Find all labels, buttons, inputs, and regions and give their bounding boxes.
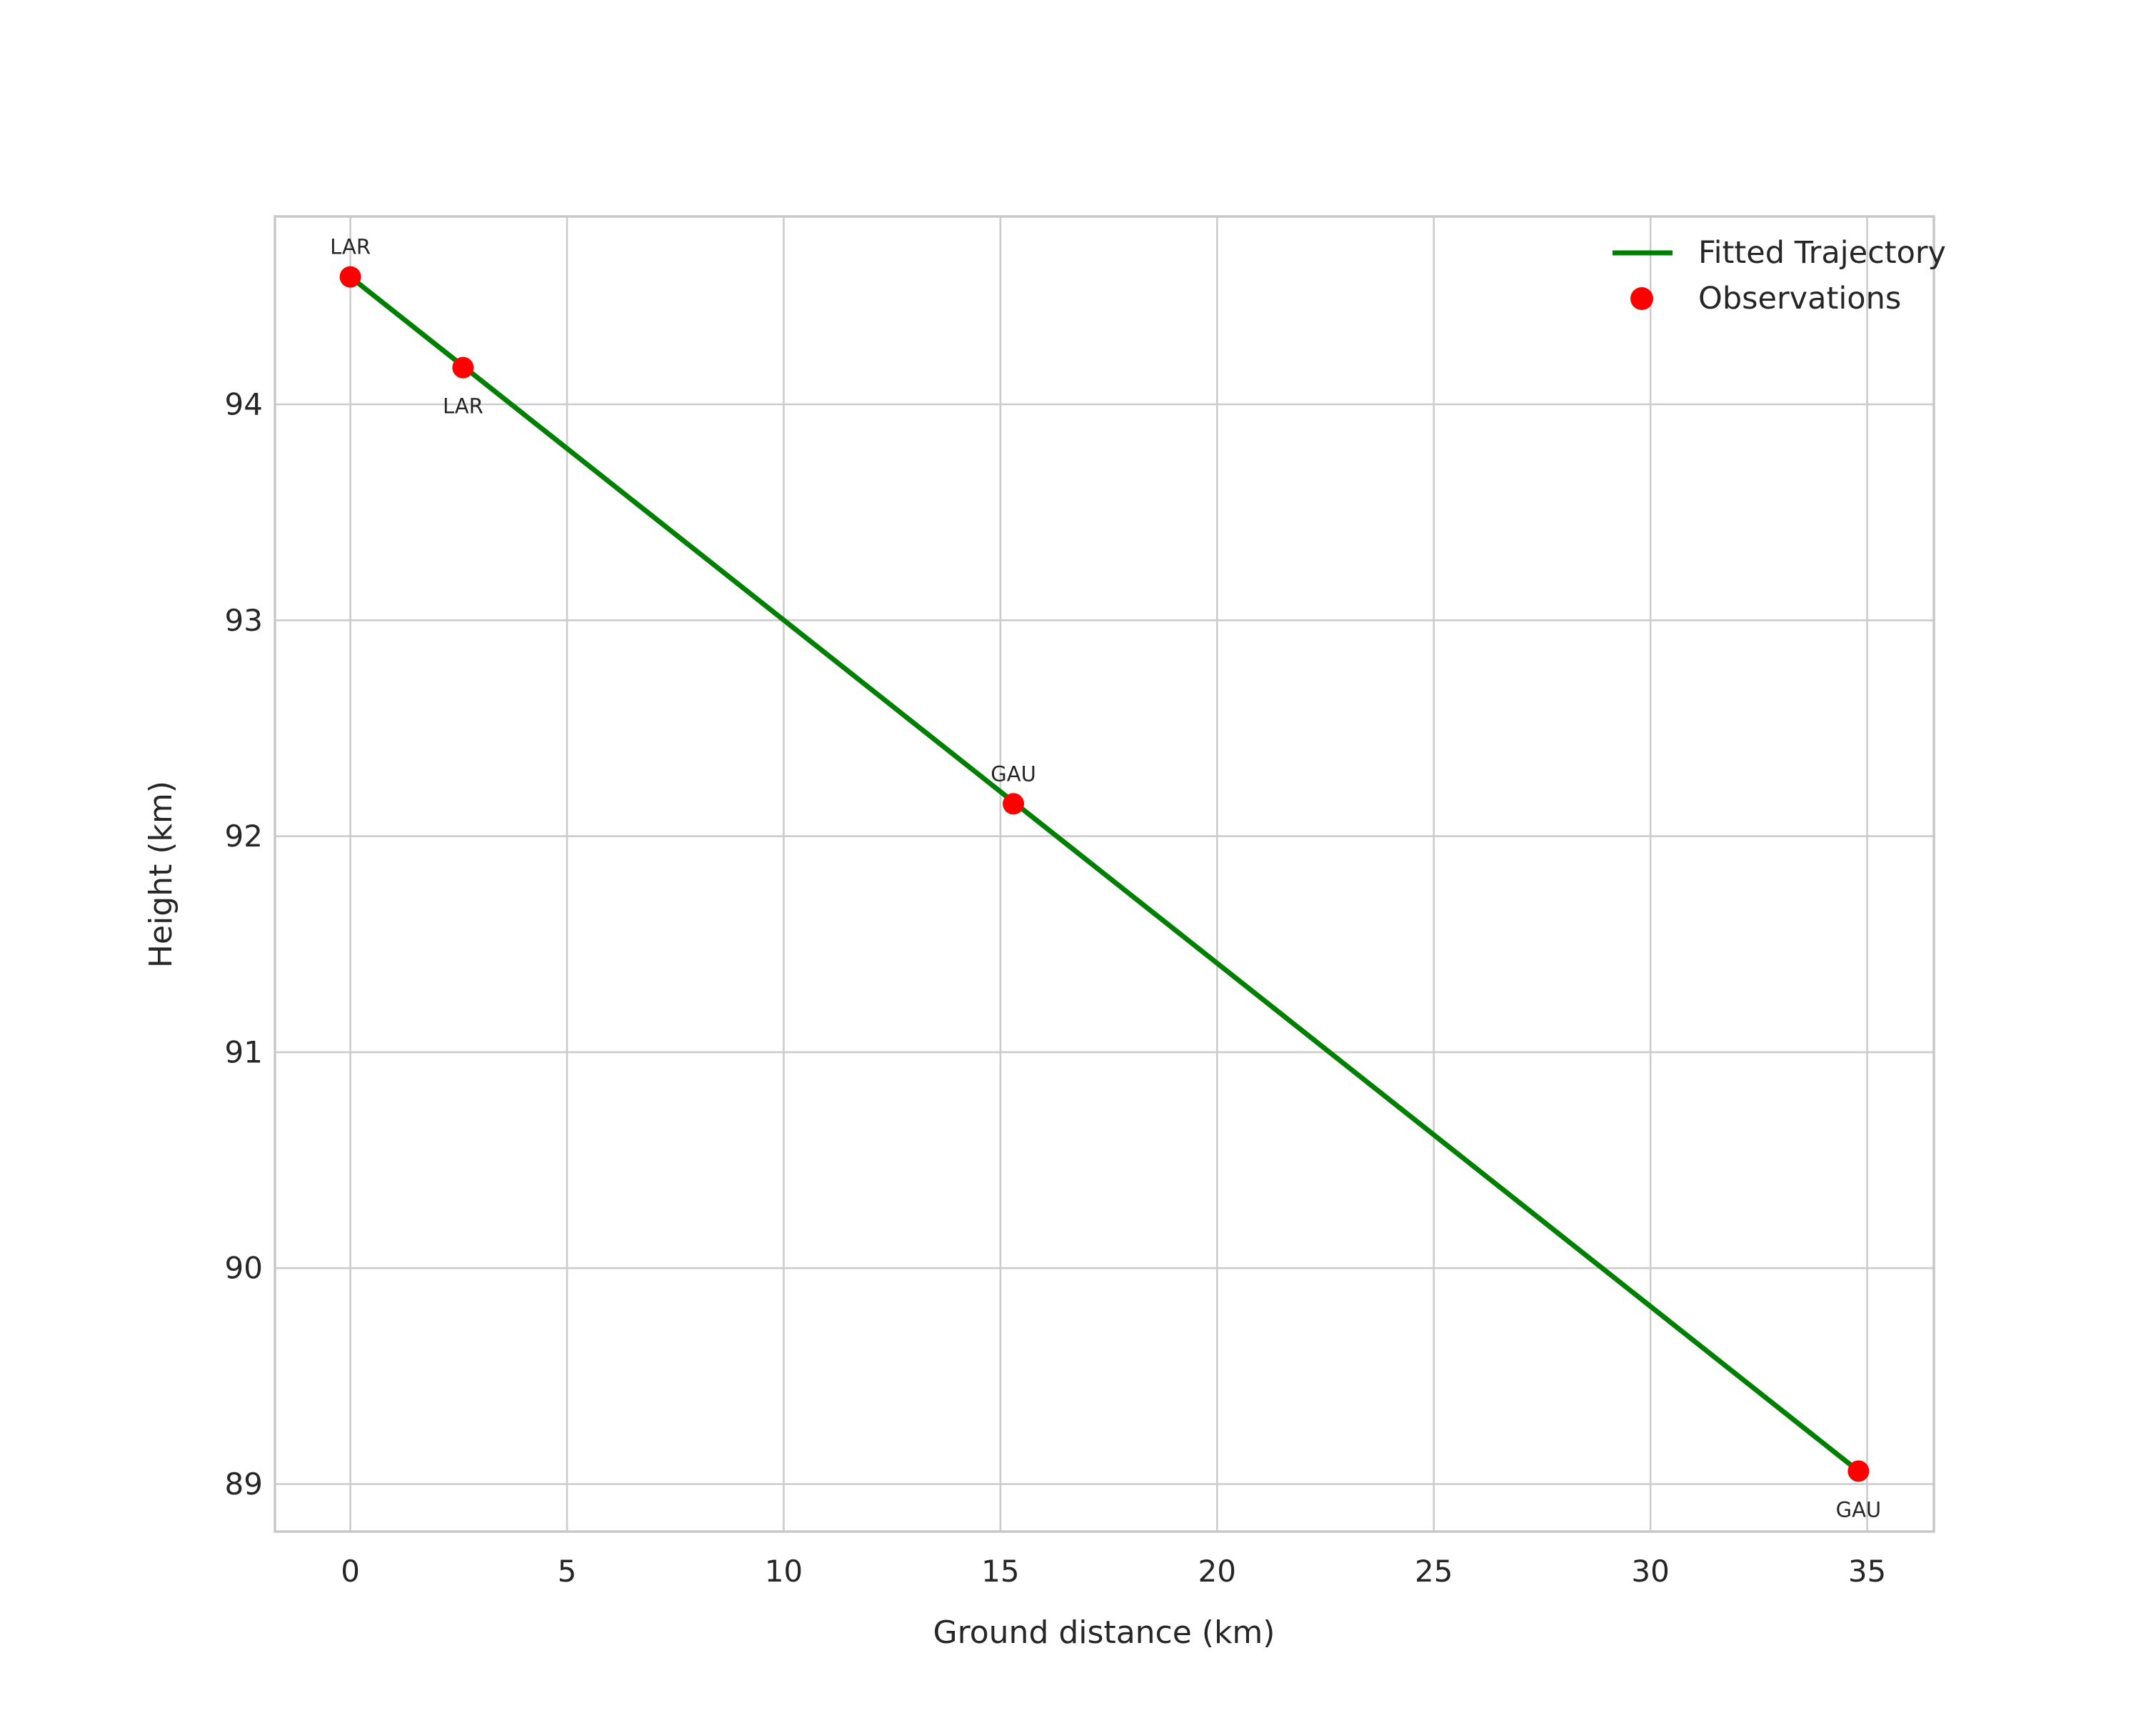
x-tick-label: 0 (341, 1554, 360, 1589)
y-tick-label: 90 (225, 1251, 263, 1286)
x-axis-label: Ground distance (km) (933, 1614, 1275, 1651)
y-tick-label: 91 (225, 1034, 263, 1069)
y-axis-label: Height (km) (143, 781, 179, 968)
observation-label: LAR (330, 235, 371, 259)
observation-point (1847, 1460, 1870, 1482)
y-tick-label: 92 (225, 819, 263, 854)
x-tick-label: 10 (765, 1554, 803, 1589)
legend-dot-swatch (1630, 287, 1653, 310)
tick-labels: 0 5 10 15 20 25 30 35 89 90 91 92 93 94 (225, 387, 1887, 1589)
legend: Fitted Trajectory Observations (1613, 235, 1946, 316)
point-annotations: LAR LAR GAU GAU (330, 235, 1881, 1522)
observation-point (339, 266, 361, 288)
x-tick-label: 30 (1631, 1554, 1669, 1589)
y-tick-label: 94 (225, 387, 263, 422)
observation-label: GAU (991, 761, 1036, 786)
x-tick-label: 25 (1415, 1554, 1453, 1589)
y-tick-label: 89 (225, 1467, 263, 1502)
legend-label-fitted-trajectory: Fitted Trajectory (1698, 235, 1946, 271)
fitted-trajectory-line (348, 274, 1861, 1474)
x-tick-label: 20 (1198, 1554, 1236, 1589)
x-tick-label: 35 (1848, 1554, 1886, 1589)
x-tick-label: 5 (558, 1554, 577, 1589)
observation-label: GAU (1836, 1497, 1882, 1522)
data-series (339, 266, 1870, 1482)
x-tick-label: 15 (981, 1554, 1019, 1589)
y-tick-label: 93 (225, 603, 263, 638)
legend-label-observations: Observations (1698, 281, 1901, 316)
observation-point (1003, 793, 1025, 815)
plot-border (274, 215, 1935, 1533)
grid-lines (275, 216, 1934, 1532)
observation-label: LAR (443, 394, 483, 419)
observation-point (452, 356, 474, 379)
